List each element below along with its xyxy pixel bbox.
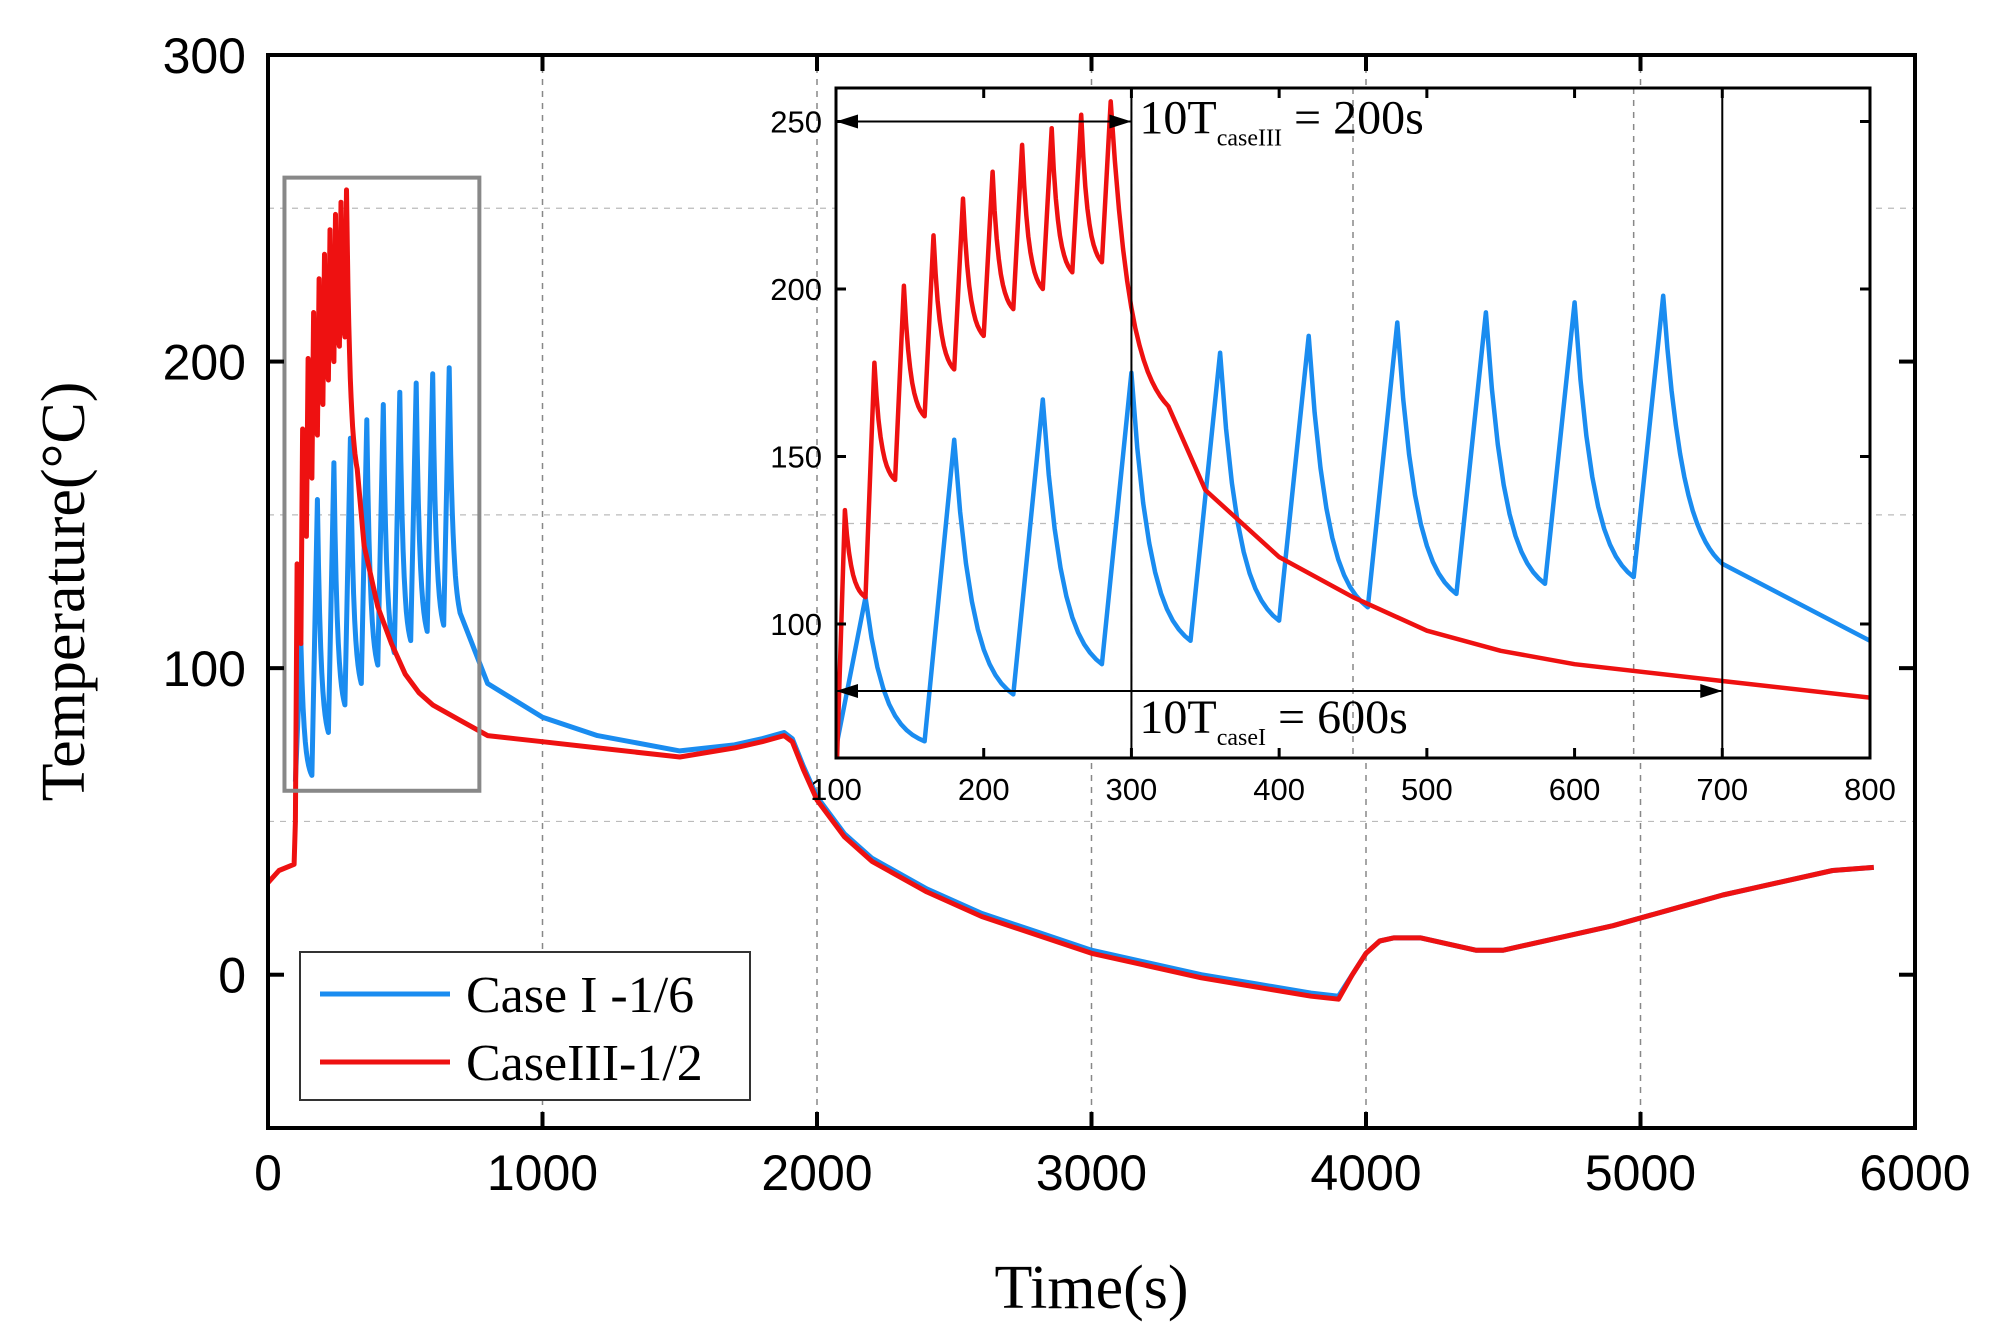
inset-x-tick-label: 300 [1106,772,1158,807]
main-x-tick-label: 1000 [487,1145,598,1201]
main-x-tick-label: 0 [254,1145,282,1201]
annotation-arrowhead [1109,114,1132,129]
inset-series-line-case-iii [836,99,1870,758]
annotation-arrowhead [1700,684,1723,698]
main-x-tick-label: 4000 [1310,1145,1421,1201]
series-line-case-iii [268,187,1874,1002]
inset-y-tick-label: 100 [770,607,822,642]
inset-y-tick-label: 150 [770,440,822,475]
main-y-tick-label: 100 [163,641,246,697]
annotation-label: 10TcaseI = 600s [1139,691,1407,751]
inset-series-line-case-i [836,293,1870,749]
inset-x-tick-label: 500 [1401,772,1453,807]
main-y-tick-label: 200 [163,335,246,391]
inset-x-tick-label: 600 [1549,772,1601,807]
main-x-tick-label: 5000 [1585,1145,1696,1201]
legend-label: CaseIII-1/2 [466,1035,703,1092]
inset-plot-frame [834,86,1872,760]
main-x-tick-label: 6000 [1859,1145,1970,1201]
inset-x-tick-label: 700 [1696,772,1748,807]
main-y-tick-label: 0 [218,948,246,1004]
annotation-arrowhead [836,114,858,129]
annotation-arrowhead [836,684,858,698]
y-axis-title: Temperature(°C) [30,382,98,802]
main-y-tick-label: 300 [163,28,246,84]
inset-x-tick-label: 800 [1844,772,1896,807]
main-x-tick-label: 2000 [761,1145,872,1201]
main-x-tick-label: 3000 [1036,1145,1147,1201]
legend: Case I -1/6 CaseIII-1/2 [299,951,751,1101]
x-axis-title: Time(s) [994,1254,1188,1322]
annotation-case-i-period: 10TcaseI = 600s [836,684,1723,751]
annotation-label: 10TcaseIII = 200s [1139,92,1423,152]
legend-label: Case I -1/6 [466,967,694,1024]
annotation-case-iii-period: 10TcaseIII = 200s [836,92,1424,152]
inset-x-tick-label: 400 [1253,772,1305,807]
inset-x-tick-label: 200 [958,772,1010,807]
zoom-region-box [282,175,482,793]
inset-x-tick-label: 100 [810,772,862,807]
inset-y-tick-label: 250 [770,105,822,140]
legend-box [299,951,751,1101]
inset-y-tick-label: 200 [770,272,822,307]
